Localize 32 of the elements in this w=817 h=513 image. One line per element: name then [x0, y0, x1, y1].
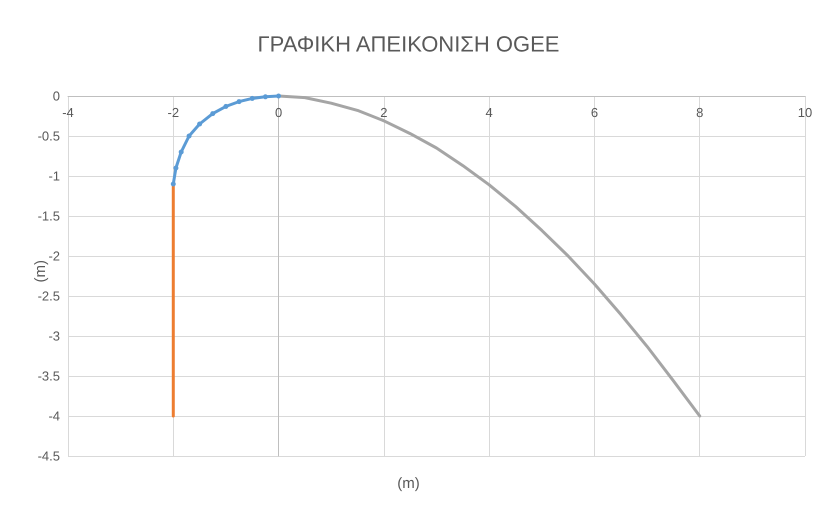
- y-tick-label: 0: [52, 88, 60, 104]
- y-tick-label: -2.5: [38, 288, 60, 304]
- y-axis-title: (m): [32, 260, 49, 282]
- x-tick-label: 0: [274, 105, 282, 120]
- point: [170, 182, 176, 186]
- y-tick-label: -4.5: [38, 448, 60, 464]
- x-axis-title: (m): [397, 475, 420, 492]
- x-tick-label: -2: [168, 105, 180, 120]
- point: [262, 94, 268, 100]
- chart-title: ΓΡΑΦΙΚΗ ΑΠΕΙΚΟΝΙΣΗ OGEE: [258, 32, 560, 56]
- x-tick-label: 8: [696, 105, 704, 120]
- y-tick-label: -1: [48, 168, 60, 184]
- point: [223, 104, 228, 109]
- x-tick-label: -4: [62, 105, 74, 120]
- y-tick-label: -0.5: [38, 128, 60, 144]
- point: [276, 94, 282, 98]
- x-tick-label: 4: [486, 105, 493, 120]
- x-tick-label: 6: [590, 105, 598, 120]
- x-tick-label: 2: [380, 105, 388, 120]
- y-tick-label: -4: [48, 408, 60, 424]
- point: [186, 134, 192, 138]
- point: [236, 99, 242, 104]
- y-tick-label: -3.5: [38, 368, 60, 384]
- point: [250, 96, 255, 101]
- y-tick-label: -3: [48, 328, 60, 344]
- point: [197, 122, 202, 126]
- y-tick-label: -2: [48, 248, 60, 264]
- point: [210, 111, 216, 116]
- point: [178, 150, 184, 154]
- point: [173, 166, 178, 170]
- y-tick-label: -1.5: [38, 208, 60, 224]
- x-tick-label: 10: [798, 105, 812, 120]
